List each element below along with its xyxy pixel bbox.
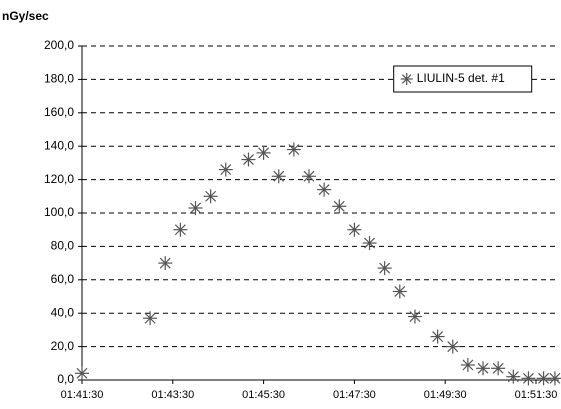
marker [302,169,316,184]
marker [256,145,271,160]
x-tick-label: 01:41:30 [61,389,104,401]
y-tick-label: 180,0 [44,72,74,86]
y-tick-label: 100,0 [44,205,74,219]
legend-label: LIULIN-5 det. #1 [417,71,505,85]
x-tick-label: 01:47:30 [333,389,376,401]
y-tick-label: 140,0 [44,138,74,152]
x-tick-label: 01:43:30 [151,389,194,401]
marker [143,311,158,326]
marker [173,222,188,237]
marker [332,199,347,214]
marker [392,284,407,299]
y-tick-label: 40,0 [51,305,75,319]
y-tick-label: 80,0 [51,239,75,253]
marker [317,182,332,197]
y-axis-label: nGy/sec [2,9,49,23]
y-tick-label: 60,0 [51,272,75,286]
marker [75,366,89,381]
marker [521,371,536,386]
y-tick-label: 20,0 [51,339,75,353]
marker [203,189,218,204]
marker [460,357,475,372]
marker [506,369,521,384]
y-tick-label: 160,0 [44,105,74,119]
marker [407,309,422,324]
x-tick-label: 01:51:30 [515,389,558,401]
y-tick-label: 0,0 [57,372,74,386]
marker [347,222,362,237]
marker [430,329,445,344]
marker [188,200,203,215]
legend-box [393,65,533,93]
marker [377,261,392,276]
y-tick-label: 120,0 [44,172,74,186]
marker [271,169,286,184]
marker [400,73,413,85]
marker [362,236,377,251]
marker [241,152,256,167]
marker [445,339,460,354]
x-tick-label: 01:49:30 [424,389,467,401]
marker [158,256,173,271]
marker [476,361,491,376]
marker [491,361,506,376]
y-tick-label: 200,0 [44,38,74,52]
x-tick-label: 01:45:30 [242,389,285,401]
marker [547,371,561,386]
marker [286,142,301,157]
marker [218,162,233,177]
